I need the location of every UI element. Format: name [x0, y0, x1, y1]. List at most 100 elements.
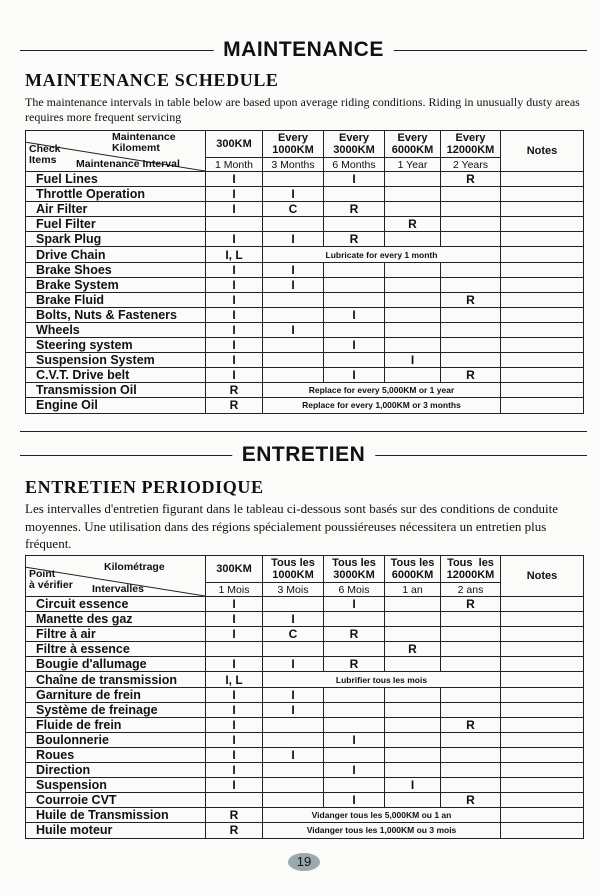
service-cell [384, 716, 441, 733]
service-cell: I [205, 701, 263, 718]
column-header-line: Notes [526, 570, 558, 582]
column-header: Notes [500, 555, 584, 597]
header-row: Kilométrage Point à vérifier Intervalles 300… [25, 555, 584, 597]
notes-cell [500, 352, 584, 369]
span-note: Replace for every 5,000KM or 1 year [262, 382, 501, 399]
service-cell: I [205, 367, 263, 384]
table-row: Wheels I I [25, 321, 584, 339]
item-name: Manette des gaz [25, 611, 206, 628]
corner-label: à vérifier [29, 579, 73, 591]
item-name: Fuel Filter [25, 216, 206, 233]
service-cell [384, 701, 441, 718]
service-cell [384, 186, 441, 203]
service-cell [384, 261, 441, 278]
service-cell: R [323, 656, 385, 673]
column-header-line: 300KM [216, 138, 252, 150]
service-cell: I [262, 686, 324, 703]
service-cell: I [262, 656, 324, 673]
service-cell: I [205, 686, 263, 703]
service-cell [440, 656, 501, 673]
corner-label: Check [29, 143, 61, 155]
service-cell: I [384, 352, 441, 369]
service-cell: I [323, 170, 385, 188]
service-cell [262, 367, 324, 384]
section-heading: ENTRETIEN PERIODIQUE [25, 477, 264, 497]
notes-cell [500, 382, 584, 399]
service-cell: I [262, 186, 324, 203]
service-cell [440, 306, 501, 323]
interval: 2 ans [440, 582, 501, 597]
table-row: Steering system I I [25, 337, 584, 354]
column-header-line: 3000KM [333, 569, 375, 581]
page-number: 19 [288, 853, 320, 871]
service-cell [205, 641, 263, 658]
service-cell [262, 291, 324, 308]
item-name: Engine Oil [25, 397, 206, 414]
service-cell: R [205, 822, 263, 839]
notes-cell [500, 716, 584, 733]
span-note: Vidanger tous les 5,000KM ou 1 an [262, 807, 501, 824]
banner: MAINTENANCE [20, 38, 587, 62]
notes-cell [500, 746, 584, 764]
table-row: Huile moteur R Vidanger tous les 1,000KM o… [25, 822, 584, 839]
service-cell [384, 595, 441, 613]
service-cell: I [323, 337, 385, 354]
item-name: Huile de Transmission [25, 807, 206, 824]
service-cell [440, 276, 501, 293]
notes-cell [500, 397, 584, 414]
service-cell: R [440, 291, 501, 308]
service-cell: I [262, 611, 324, 628]
banner-title: MAINTENANCE [213, 38, 394, 62]
table-row: Courroie CVT I R [25, 792, 584, 809]
notes-cell [500, 777, 584, 794]
service-cell: I [205, 762, 263, 779]
column-header: 300KM [205, 555, 263, 583]
corner-diagonal [26, 556, 205, 596]
table-body: Kilométrage Point à vérifier Intervalles 300… [25, 555, 584, 839]
intro-text: Les intervalles d'entretien figurant dan… [25, 501, 559, 551]
notes-cell [500, 291, 584, 308]
corner-cell: Maintenance Kilomemt Check Items Maintenance… [25, 130, 206, 172]
service-cell [440, 641, 501, 658]
service-cell: R [384, 216, 441, 233]
column-header: Tous les 1000KM [262, 555, 324, 583]
table-row: Bolts, Nuts & Fasteners I I [25, 306, 584, 323]
service-cell [384, 291, 441, 308]
interval: 1 Year [384, 157, 441, 172]
table-row: Brake Fluid I R [25, 291, 584, 308]
service-cell [384, 306, 441, 323]
notes-cell [500, 701, 584, 718]
table-body: Maintenance Kilomemt Check Items Maintenance… [25, 130, 584, 414]
service-cell: I [262, 276, 324, 293]
service-cell: I [205, 595, 263, 613]
service-cell: I [205, 611, 263, 628]
service-cell: R [440, 716, 501, 733]
notes-cell [500, 337, 584, 354]
table-row: Roues I I [25, 746, 584, 764]
column-header: Every 3000KM [323, 130, 385, 158]
notes-cell [500, 626, 584, 643]
column-header: Tous les 3000KM [323, 555, 385, 583]
interval: 3 Months [262, 157, 324, 172]
item-name: Direction [25, 762, 206, 779]
notes-cell [500, 170, 584, 188]
corner-diagonal [26, 131, 205, 171]
table-row: Throttle Operation I I [25, 186, 584, 203]
column-header-line: Every [455, 132, 486, 144]
column-header-line: 12000KM [446, 144, 495, 156]
service-cell [440, 626, 501, 643]
table-row: Spark Plug I I R [25, 231, 584, 248]
notes-cell [500, 686, 584, 703]
span-note: Lubrifier tous les mois [262, 671, 501, 688]
service-cell: I [205, 731, 263, 748]
service-cell [384, 611, 441, 628]
service-cell: I [262, 701, 324, 718]
service-cell [323, 777, 385, 794]
service-cell [262, 762, 324, 779]
column-header: Notes [500, 130, 584, 172]
service-cell: I [205, 201, 263, 218]
service-cell [384, 656, 441, 673]
service-cell: I [205, 626, 263, 643]
table-row: Bougie d'allumage I I R [25, 656, 584, 673]
service-cell [440, 746, 501, 764]
